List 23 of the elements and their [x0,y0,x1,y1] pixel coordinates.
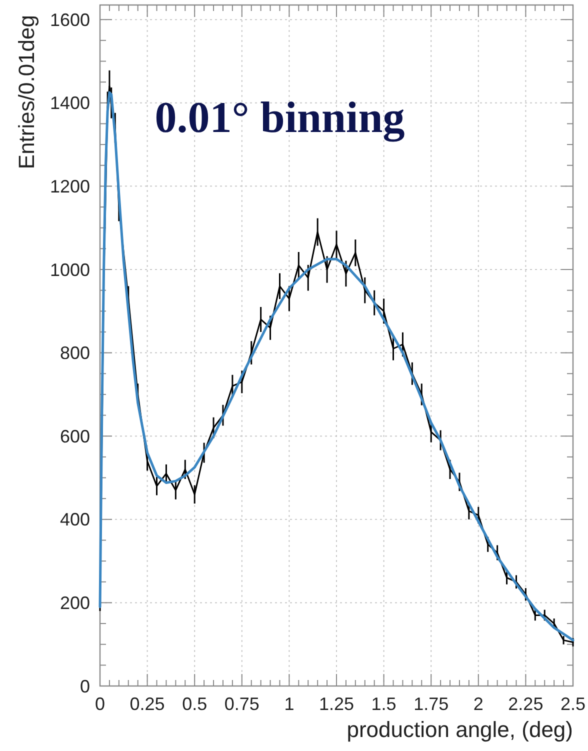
y-axis-title: Entries/0.01deg [14,15,39,170]
x-tick-label: 2 [473,694,484,714]
x-tick-label: 0.5 [182,694,208,714]
y-tick-label: 0 [80,676,90,696]
x-tick-label: 0.25 [130,694,165,714]
x-tick-label: 1.5 [371,694,396,714]
x-tick-label: 2.25 [508,694,544,714]
y-tick-label: 1600 [50,10,90,30]
y-tick-label: 200 [60,592,90,613]
x-tick-label: 0 [94,694,106,714]
x-axis-title: production angle, (deg) [346,717,573,742]
x-tick-label: 1 [284,694,294,714]
y-tick-label: 1400 [50,93,90,114]
y-tick-label: 1200 [50,176,90,196]
x-tick-label: 0.75 [224,694,260,714]
y-tick-label: 400 [60,510,90,530]
y-tick-label: 800 [60,343,90,364]
x-tick-label: 1.75 [414,694,449,714]
x-tick-label: 2.5 [560,694,586,714]
x-tick-label: 1.25 [318,694,354,714]
y-tick-label: 600 [60,426,90,446]
y-tick-label: 1000 [50,260,90,280]
annotation: 0.01° binning [154,93,405,142]
